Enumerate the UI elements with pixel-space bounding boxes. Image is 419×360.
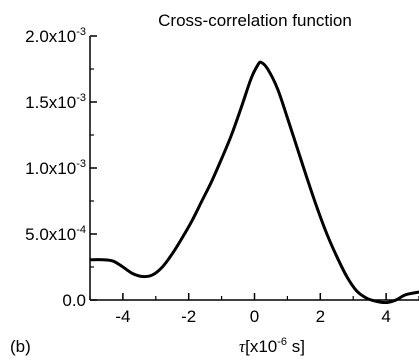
y-tick-label-4: 2.0x10-3 [25,26,86,46]
labels: Cross-correlation function (b) τ[x10-6 s… [10,11,352,356]
y-tick-label-2: 1.0x10-3 [25,158,86,178]
x-tick-label-4: 4 [381,307,390,326]
x-tick-label-2: 0 [250,307,259,326]
series-line-0 [90,60,419,304]
x-axis-title: τ[x10-6 s] [239,336,305,356]
x-axis-symbol: τ [239,337,246,356]
x-axis-exponent: -6 [277,336,287,348]
axes: -4 -2 0 2 4 0.0 5.0x10-4 1.0x10-3 1.5x10-3 2.0x10… [25,26,419,326]
x-axis-prefix: [x10 [245,337,277,356]
panel-label: (b) [10,337,31,356]
x-axis-suffix: s] [287,337,305,356]
x-tick-label-3: 2 [316,307,325,326]
y-tick-label-0: 0.0 [62,291,86,310]
x-tick-label-0: -4 [115,307,130,326]
chart-title: Cross-correlation function [158,11,352,30]
plot-area [90,60,419,304]
y-tick-label-3: 1.5x10-3 [25,92,86,112]
y-tick-label-1: 5.0x10-4 [25,224,86,244]
x-tick-label-1: -2 [181,307,196,326]
